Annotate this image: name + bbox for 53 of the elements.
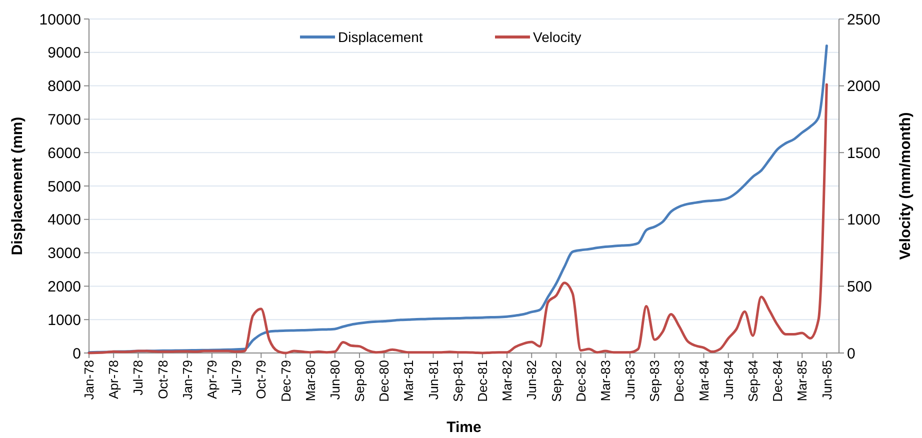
x-axis-title: Time: [446, 419, 482, 436]
legend-label: Displacement: [338, 28, 423, 45]
y-tick-label: 6000: [48, 144, 81, 162]
x-tick-label: Oct-78: [155, 360, 170, 400]
y-tick-label: 8000: [48, 78, 81, 96]
y-tick-label: 7000: [48, 111, 81, 128]
x-tick-label: Apr-78: [106, 360, 122, 400]
y-tick-label: 10000: [39, 11, 81, 28]
x-tick-label: Mar-80: [302, 360, 318, 402]
y2-tick-label: 1000: [847, 212, 880, 229]
x-tick-label: Jul-78: [130, 360, 146, 396]
y2-tick-label: 2500: [847, 11, 880, 28]
x-tick-label: Jun-83: [622, 360, 638, 400]
y2-tick-label: 500: [847, 278, 872, 296]
x-tick-label: Dec-84: [770, 360, 786, 402]
x-tick-label: Sep-80: [352, 360, 368, 402]
y2-axis-title: Velocity (mm/month): [897, 112, 914, 260]
y-tick-label: 9000: [48, 44, 81, 62]
x-tick-label: Jun-81: [426, 360, 441, 400]
y2-tick-label: 1500: [847, 144, 880, 162]
x-tick-label: Dec-82: [573, 360, 588, 402]
x-tick-label: Jun-82: [524, 360, 540, 400]
x-tick-label: Oct-79: [254, 360, 269, 400]
x-tick-label: Jun-84: [720, 360, 736, 400]
x-tick-label: Jan-78: [82, 360, 97, 400]
x-tick-label: Jan-79: [180, 360, 195, 400]
x-tick-label: Jul-79: [229, 360, 244, 396]
y-tick-label: 0: [72, 345, 81, 362]
x-tick-label: Dec-81: [474, 360, 490, 402]
x-tick-label: Mar-82: [500, 360, 515, 402]
x-tick-label: Apr-79: [204, 360, 220, 400]
y-tick-label: 3000: [48, 245, 81, 262]
x-tick-label: Jun-80: [327, 360, 342, 400]
y-tick-label: 4000: [48, 212, 81, 229]
x-tick-label: Mar-81: [401, 360, 416, 402]
x-tick-label: Dec-83: [672, 360, 687, 402]
x-tick-label: Sep-82: [548, 360, 564, 402]
y-tick-label: 2000: [48, 278, 81, 296]
legend-label: Velocity: [533, 28, 582, 45]
x-tick-label: Dec-80: [376, 360, 392, 402]
x-tick-label: Mar-83: [598, 360, 613, 402]
y-tick-label: 1000: [48, 312, 81, 329]
x-tick-label: Mar-84: [696, 360, 712, 402]
x-tick-label: Dec-79: [278, 360, 294, 402]
x-tick-label: Sep-83: [647, 360, 662, 402]
y-axis-title: Displacement (mm): [9, 116, 26, 256]
y-tick-label: 5000: [48, 178, 81, 196]
y2-tick-label: 0: [847, 345, 856, 362]
x-tick-label: Mar-85: [794, 360, 810, 402]
x-tick-label: Sep-81: [450, 360, 466, 402]
x-tick-label: Sep-84: [745, 360, 760, 402]
x-tick-label: Jun-85: [819, 360, 834, 400]
y2-tick-label: 2000: [847, 78, 880, 96]
